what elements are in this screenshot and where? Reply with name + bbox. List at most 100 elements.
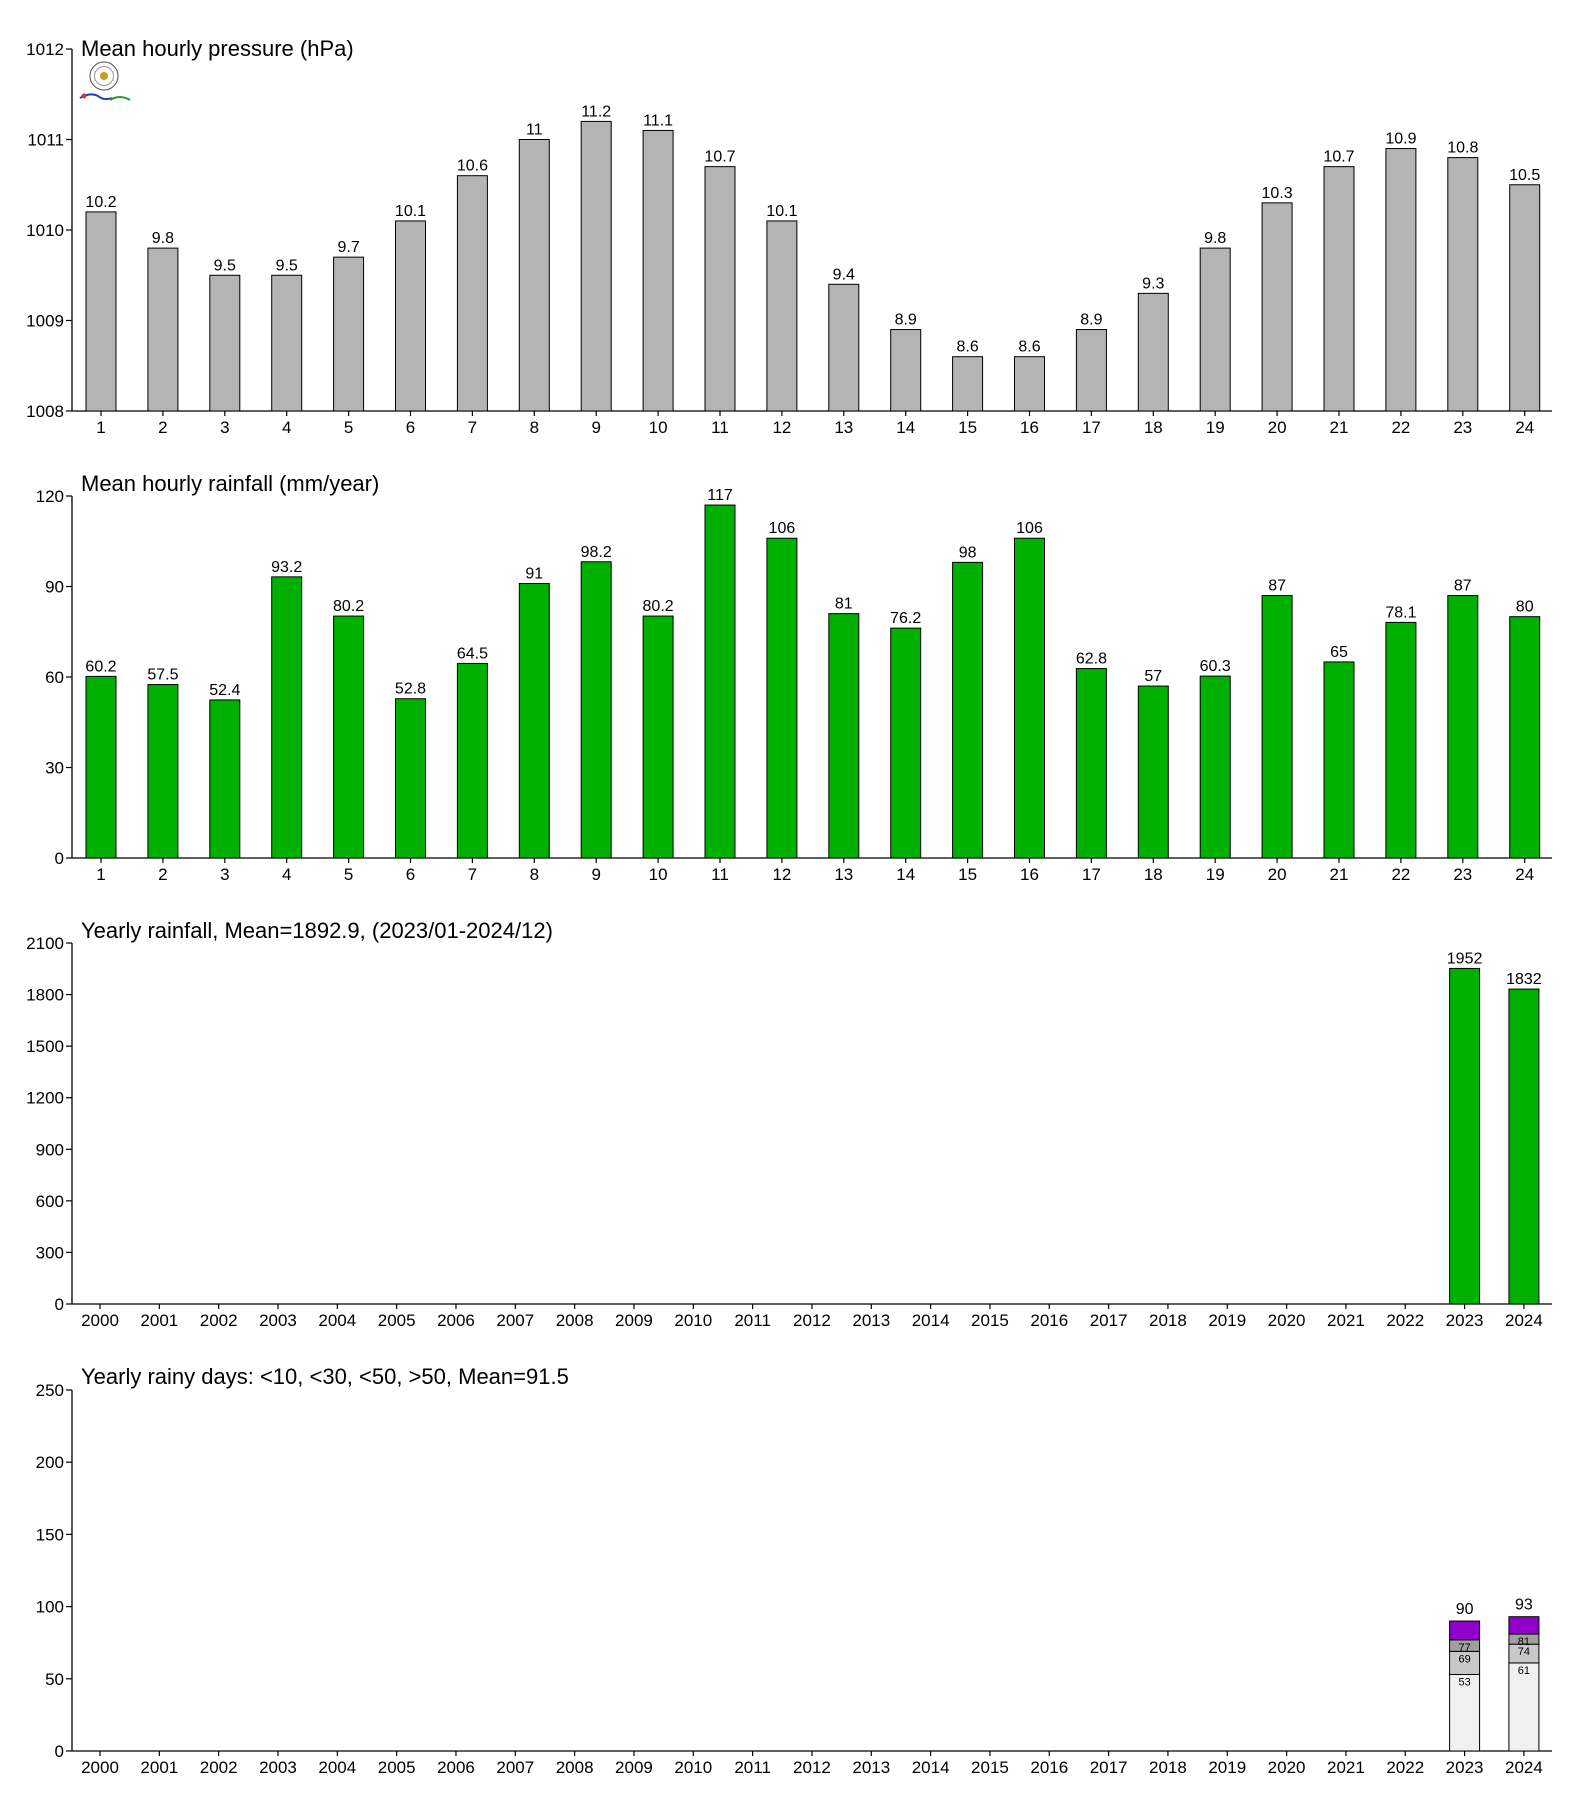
hourly-rainfall-x-tick-label: 11: [711, 865, 729, 884]
pressure-bar: [147, 247, 179, 412]
pressure-x-tick-label: 11: [711, 418, 729, 437]
pressure-data-label: 9.8: [1204, 230, 1226, 247]
pressure-x-tick-label: 1: [96, 418, 105, 437]
pressure-x-tick-label: 5: [344, 418, 353, 437]
pressure-bar: [85, 211, 117, 412]
hourly-rainfall-x-tick-label: 9: [591, 865, 600, 884]
rainy-days-data-label: 81: [1518, 1636, 1530, 1648]
hourly-rainfall-bar: [766, 537, 798, 859]
hourly-rainfall-x-tick-label: 5: [344, 865, 353, 884]
pressure-x-tick-label: 3: [220, 418, 229, 437]
pressure-bar: [209, 274, 241, 412]
pressure-x-tick-label: 12: [772, 418, 791, 437]
rainy-days-data-label: 90: [1456, 1601, 1474, 1618]
hourly-rainfall-bar: [1199, 675, 1231, 859]
hourly-rainfall-data-label: 98.2: [581, 544, 612, 561]
yearly-rainfall-x-tick-label: 2000: [81, 1311, 119, 1330]
panel-yearly-rainfall-title: Yearly rainfall, Mean=1892.9, (2023/01-2…: [81, 918, 553, 943]
yearly-rainfall-bar: [1508, 988, 1540, 1305]
hourly-rainfall-bar: [580, 561, 612, 859]
yearly-rainfall-x-tick-label: 2011: [734, 1311, 771, 1330]
yearly-rainfall-data-label: 1832: [1506, 971, 1542, 988]
hourly-rainfall-x-tick-label: 12: [772, 865, 791, 884]
hourly-rainfall-data-label: 106: [769, 520, 796, 537]
panel-rainy-days-title: Yearly rainy days: <10, <30, <50, >50, M…: [81, 1364, 569, 1389]
rainy-days-x-tick-label: 2011: [734, 1758, 771, 1777]
hourly-rainfall-x-tick-label: 4: [282, 865, 291, 884]
rainy-days-y-tick-label: 150: [36, 1525, 64, 1544]
hourly-rainfall-bar: [1261, 595, 1293, 859]
hourly-rainfall-bar: [704, 504, 736, 859]
hourly-rainfall-bar: [1137, 685, 1169, 859]
pressure-data-label: 8.9: [1080, 312, 1102, 329]
hourly-rainfall-bar: [1075, 668, 1107, 859]
rainy-days-x-tick-label: 2008: [556, 1758, 594, 1777]
yearly-rainfall-bar: [1449, 967, 1481, 1305]
pressure-data-label: 9.8: [152, 230, 174, 247]
pressure-bar: [1509, 184, 1541, 412]
rainy-days-data-label: 61: [1518, 1665, 1530, 1677]
hourly-rainfall-bar: [890, 627, 922, 859]
pressure-bar: [333, 256, 365, 412]
pressure-data-label: 10.9: [1385, 131, 1416, 148]
yearly-rainfall-x-tick-label: 2005: [378, 1311, 416, 1330]
pressure-x-tick-label: 8: [530, 418, 539, 437]
hourly-rainfall-data-label: 80.2: [333, 598, 364, 615]
rainy-days-x-tick-label: 2000: [81, 1758, 119, 1777]
pressure-y-tick-label: 1008: [26, 402, 64, 421]
rainy-days-x-tick-label: 2020: [1268, 1758, 1306, 1777]
pressure-x-tick-label: 24: [1515, 418, 1534, 437]
hourly-rainfall-bar: [1014, 537, 1045, 859]
pressure-data-label: 11.1: [643, 112, 673, 129]
hourly-rainfall-data-label: 64.5: [457, 645, 488, 662]
hourly-rainfall-data-label: 57: [1144, 668, 1162, 685]
pressure-x-tick-label: 22: [1391, 418, 1410, 437]
hourly-rainfall-data-label: 87: [1268, 578, 1286, 595]
hourly-rainfall-x-tick-label: 8: [530, 865, 539, 884]
hourly-rainfall-x-tick-label: 7: [468, 865, 477, 884]
pressure-data-label: 10.1: [766, 203, 797, 220]
hourly-rainfall-data-label: 81: [835, 596, 853, 613]
yearly-rainfall-x-tick-label: 2016: [1030, 1311, 1068, 1330]
rainy-days-x-tick-label: 2017: [1090, 1758, 1128, 1777]
pressure-data-label: 10.2: [85, 194, 116, 211]
hourly-rainfall-data-label: 76.2: [890, 610, 921, 627]
pressure-x-tick-label: 6: [406, 418, 415, 437]
yearly-rainfall-x-tick-label: 2007: [496, 1311, 534, 1330]
pressure-x-tick-label: 13: [834, 418, 853, 437]
pressure-bar: [642, 129, 674, 412]
rainy-days-y-tick-label: 250: [36, 1381, 64, 1400]
pressure-data-label: 9.5: [276, 257, 298, 274]
rainy-days-x-tick-label: 2012: [793, 1758, 831, 1777]
yearly-rainfall-x-tick-label: 2014: [912, 1311, 950, 1330]
hourly-rainfall-x-tick-label: 10: [649, 865, 668, 884]
pressure-data-label: 9.5: [214, 257, 236, 274]
hourly-rainfall-data-label: 60.2: [85, 658, 116, 675]
rainy-days-x-tick-label: 2016: [1030, 1758, 1068, 1777]
hourly-rainfall-x-tick-label: 14: [896, 865, 915, 884]
pressure-bar: [890, 329, 922, 412]
rainy-days-x-tick-label: 2001: [140, 1758, 178, 1777]
hourly-rainfall-bar: [271, 576, 303, 859]
rainy-days-x-tick-label: 2002: [200, 1758, 238, 1777]
rainy-days-x-tick-label: 2021: [1327, 1758, 1365, 1777]
hourly-rainfall-bar: [456, 662, 488, 859]
pressure-bar: [518, 139, 550, 412]
rainy-days-data-label: 77: [1458, 1642, 1470, 1654]
yearly-rainfall-x-tick-label: 2010: [674, 1311, 712, 1330]
pressure-data-label: 10.7: [704, 149, 735, 166]
hourly-rainfall-y-tick-label: 30: [45, 759, 64, 778]
pressure-bar: [456, 175, 488, 412]
panel-hourly-rainfall: Mean hourly rainfall (mm/year) 030609012…: [36, 471, 1552, 884]
hourly-rainfall-x-tick-label: 23: [1453, 865, 1472, 884]
rainy-days-x-tick-label: 2009: [615, 1758, 653, 1777]
yearly-rainfall-y-tick-label: 900: [36, 1140, 64, 1159]
pressure-bar: [1014, 356, 1045, 412]
hourly-rainfall-x-tick-label: 3: [220, 865, 229, 884]
yearly-rainfall-y-tick-label: 1800: [26, 986, 64, 1005]
rainy-days-x-tick-label: 2005: [378, 1758, 416, 1777]
yearly-rainfall-x-tick-label: 2004: [318, 1311, 356, 1330]
yearly-rainfall-x-tick-label: 2013: [852, 1311, 890, 1330]
pressure-data-label: 10.6: [457, 158, 488, 175]
